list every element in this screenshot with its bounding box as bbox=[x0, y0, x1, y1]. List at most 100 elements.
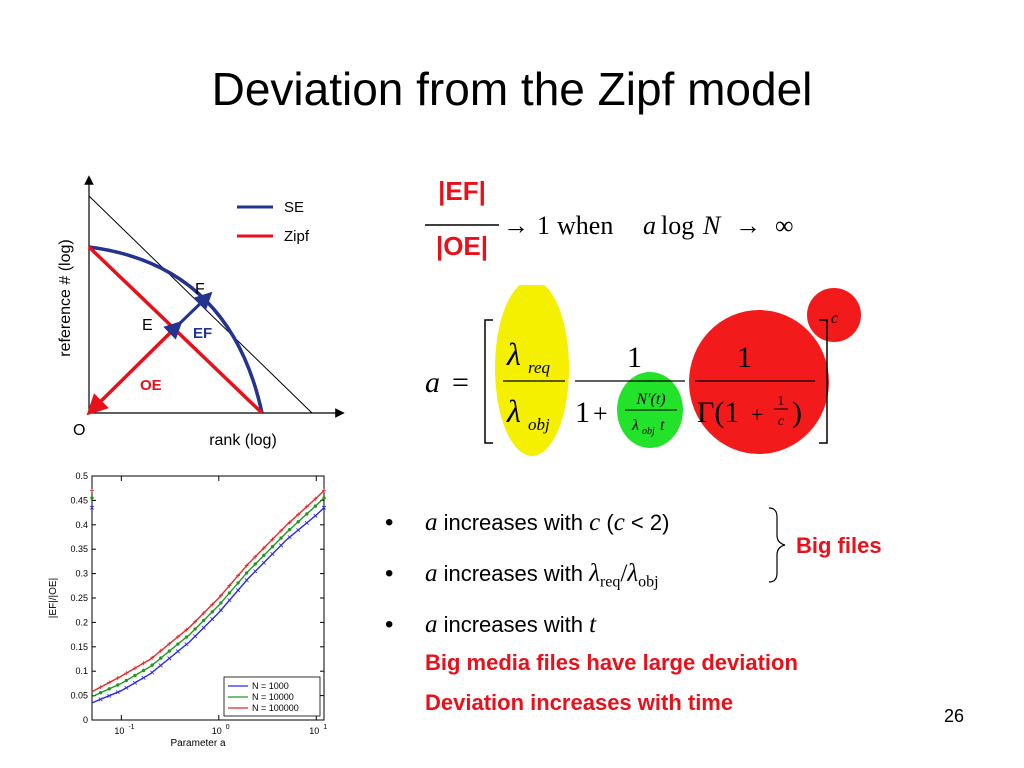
series-marker bbox=[322, 488, 326, 493]
series-marker bbox=[253, 554, 258, 559]
series-marker bbox=[287, 535, 292, 540]
note-large-deviation: Big media files have large deviation bbox=[425, 650, 798, 675]
x-tick-label: 10 bbox=[212, 726, 222, 736]
series-marker bbox=[313, 513, 318, 518]
left-bracket bbox=[484, 319, 493, 444]
bullet-list: a increases with c (c < 2) a increases w… bbox=[385, 508, 669, 661]
point-e-label: E bbox=[142, 317, 153, 334]
bullet-sub-obj: obj bbox=[638, 573, 659, 591]
chart-x-label: Parameter a bbox=[170, 738, 225, 749]
series-marker bbox=[270, 545, 275, 549]
bullet-sub-req: req bbox=[599, 573, 621, 591]
lambda-req-sub: req bbox=[528, 358, 551, 377]
series-marker bbox=[313, 496, 318, 501]
series-marker bbox=[287, 527, 292, 532]
gamma-term: Γ(1 bbox=[697, 396, 739, 429]
legend-zipf-label: Zipf bbox=[284, 228, 310, 245]
series-marker bbox=[159, 656, 163, 660]
bullet-var-c2: c bbox=[613, 509, 625, 536]
point-f-label: F bbox=[195, 281, 205, 298]
lambda-obj-sub: obj bbox=[528, 415, 550, 434]
highlight-gamma bbox=[689, 310, 829, 454]
bullet-var: a bbox=[425, 509, 438, 536]
y-tick-label: 0.15 bbox=[70, 642, 88, 652]
series-marker bbox=[244, 578, 249, 583]
series-marker bbox=[107, 687, 111, 691]
exponent-c: c bbox=[831, 310, 838, 327]
series-marker bbox=[261, 560, 266, 565]
y-tick-label: 0.4 bbox=[75, 520, 88, 530]
nt-t: t bbox=[660, 417, 665, 434]
y-tick-label: 0.05 bbox=[70, 691, 88, 701]
series-marker bbox=[253, 562, 257, 566]
legend-entry: N = 100000 bbox=[252, 703, 299, 713]
bullet-item: a increases with λreq/λobj bbox=[385, 559, 669, 610]
bullet-text: increases with bbox=[437, 561, 590, 586]
deviation-chart: 00.050.10.150.20.250.30.350.40.450.5 10-… bbox=[48, 471, 327, 749]
series-marker bbox=[278, 543, 284, 548]
legend-entry: N = 10000 bbox=[252, 692, 294, 702]
x-ticks: 10 -1 10 0 10 1 bbox=[114, 476, 327, 736]
series-marker bbox=[201, 611, 206, 616]
bullet-text: increases with bbox=[437, 612, 590, 637]
bullet-var-c: c bbox=[589, 509, 601, 536]
bullet-slash: / bbox=[620, 560, 628, 587]
series-marker bbox=[210, 610, 214, 614]
series-marker bbox=[236, 573, 241, 578]
y-tick-label: 0.25 bbox=[70, 593, 88, 603]
series-marker bbox=[167, 656, 172, 661]
series-marker bbox=[167, 641, 172, 646]
y-tick-label: 0.45 bbox=[70, 495, 88, 505]
highlight-lambda-ratio bbox=[495, 285, 569, 456]
formula-n: N bbox=[702, 211, 722, 240]
series-marker bbox=[235, 588, 241, 593]
formula-arrow2: → bbox=[735, 211, 761, 240]
bullet-tail2: < 2) bbox=[624, 510, 670, 535]
gamma-close: ) bbox=[792, 396, 802, 429]
formula2-lhs: a bbox=[425, 366, 440, 399]
x-tick-exponent: -1 bbox=[128, 724, 134, 731]
series-marker bbox=[262, 553, 266, 558]
series-marker bbox=[98, 685, 103, 690]
series-marker bbox=[167, 649, 172, 653]
series-marker bbox=[98, 691, 103, 695]
middle-numerator: 1 bbox=[627, 341, 642, 374]
gamma-numerator: 1 bbox=[737, 341, 752, 374]
formula-infinity: ∞ bbox=[775, 211, 794, 240]
legend-entry: N = 1000 bbox=[252, 681, 289, 691]
legend-se-label: SE bbox=[284, 199, 304, 216]
series-layer bbox=[89, 488, 327, 704]
series-marker bbox=[176, 642, 180, 646]
formula2-equals: = bbox=[452, 366, 469, 399]
series-marker bbox=[218, 593, 223, 598]
series-marker bbox=[253, 569, 258, 574]
y-tick-label: 0.3 bbox=[75, 569, 88, 579]
series-marker bbox=[296, 520, 300, 524]
series-marker bbox=[107, 680, 112, 685]
series-marker bbox=[193, 634, 198, 639]
diagram-x-label: rank (log) bbox=[209, 432, 277, 449]
formula-arrow: → bbox=[503, 211, 529, 240]
series-marker bbox=[202, 618, 206, 623]
series-marker bbox=[107, 693, 112, 698]
formula-denominator: |OE| bbox=[436, 231, 488, 261]
bullet-var-t: t bbox=[589, 611, 597, 638]
bullet-tail: ( bbox=[600, 510, 614, 535]
series-marker bbox=[150, 663, 154, 667]
bullet-item: a increases with c (c < 2) bbox=[385, 508, 669, 559]
right-bracket bbox=[819, 319, 828, 444]
note-deviation-time: Deviation increases with time bbox=[425, 690, 734, 715]
series-marker bbox=[184, 642, 189, 647]
series-marker bbox=[90, 488, 94, 493]
page-number: 26 bbox=[943, 706, 964, 726]
series-marker bbox=[115, 675, 120, 680]
series-marker bbox=[210, 602, 215, 607]
bullet-var: a bbox=[425, 611, 438, 638]
series-marker bbox=[150, 655, 155, 660]
y-tick-label: 0.35 bbox=[70, 544, 88, 554]
formula-log: log bbox=[661, 211, 694, 240]
oe-arrow bbox=[86, 327, 176, 416]
gamma-plus: + bbox=[751, 402, 763, 427]
formula-numerator: |EF| bbox=[438, 176, 486, 206]
series-marker bbox=[90, 496, 94, 500]
